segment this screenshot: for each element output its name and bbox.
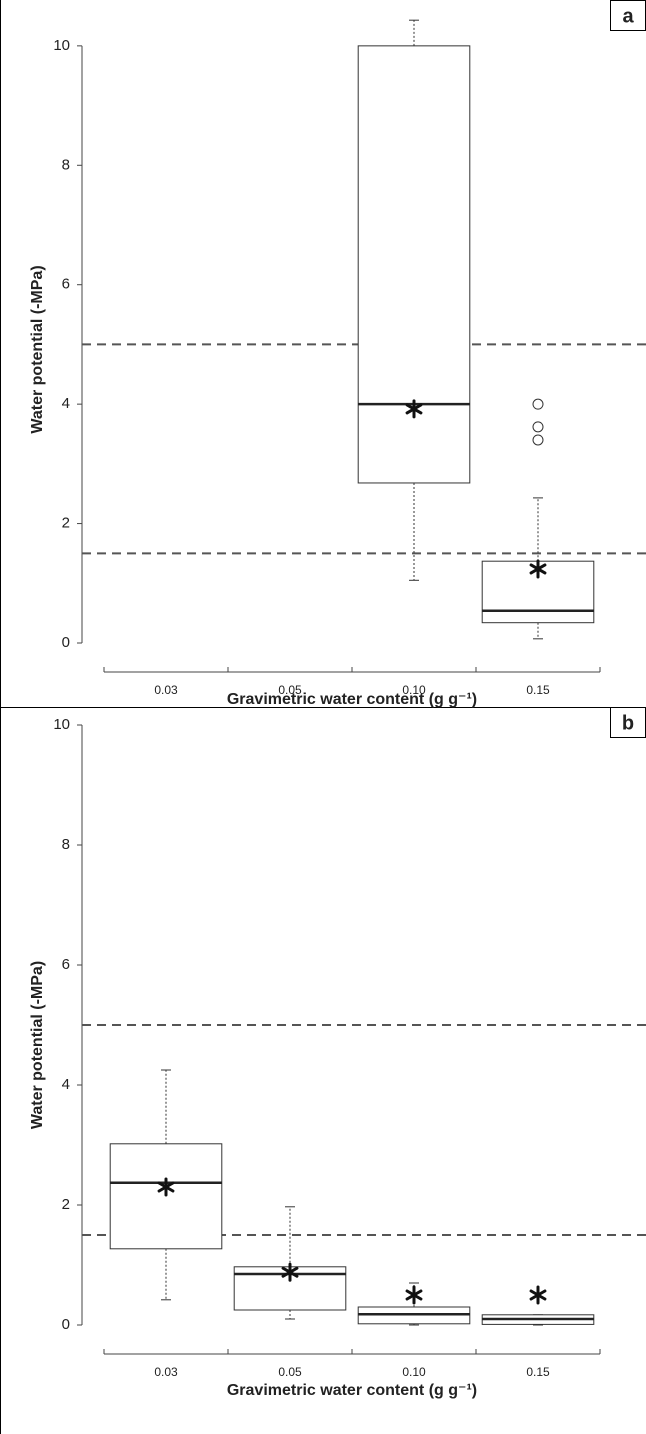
panel-label: a (622, 5, 634, 27)
y-tick-label: 2 (62, 515, 70, 532)
mean-marker (405, 399, 423, 419)
x-axis-title: Gravimetric water content (g g⁻¹) (227, 1382, 477, 1399)
outlier (532, 398, 544, 410)
y-tick-label: 6 (62, 956, 70, 973)
mean-marker-stroke (281, 1266, 299, 1278)
y-tick-label: 10 (53, 716, 70, 733)
y-axis-title: Water potential (-MPa) (29, 961, 46, 1129)
mean-marker-stroke (529, 1289, 547, 1301)
x-tick-label: 0.03 (154, 1365, 178, 1379)
y-tick-label: 2 (62, 1196, 70, 1213)
x-axis-title: Gravimetric water content (g g⁻¹) (227, 691, 477, 708)
panel-label-box (610, 707, 646, 738)
y-axis-title: Water potential (-MPa) (29, 265, 46, 433)
x-tick-label: 0.10 (402, 683, 426, 697)
y-tick-label: 0 (62, 1316, 70, 1333)
mean-marker (529, 559, 547, 579)
y-tick-label: 10 (53, 37, 70, 54)
y-tick-label: 4 (62, 1076, 70, 1093)
outlier (532, 434, 544, 446)
x-tick-label: 0.05 (278, 1365, 302, 1379)
x-tick-label: 0.05 (278, 683, 302, 697)
mean-marker (405, 1285, 423, 1305)
panel-label: b (622, 712, 634, 734)
y-tick-label: 6 (62, 276, 70, 293)
mean-marker (157, 1177, 175, 1197)
mean-marker (281, 1262, 299, 1282)
x-tick-label: 0.15 (526, 1365, 550, 1379)
mean-marker-stroke (405, 403, 423, 415)
y-tick-label: 0 (62, 634, 70, 651)
x-tick-label: 0.03 (154, 683, 178, 697)
mean-marker-stroke (157, 1181, 175, 1193)
x-tick-label: 0.15 (526, 683, 550, 697)
mean-marker-stroke (529, 563, 547, 575)
x-tick-label: 0.10 (402, 1365, 426, 1379)
outlier (532, 421, 544, 433)
y-tick-label: 4 (62, 395, 70, 412)
mean-marker-stroke (405, 1289, 423, 1301)
y-tick-label: 8 (62, 836, 70, 853)
mean-marker (529, 1285, 547, 1305)
y-tick-label: 8 (62, 156, 70, 173)
